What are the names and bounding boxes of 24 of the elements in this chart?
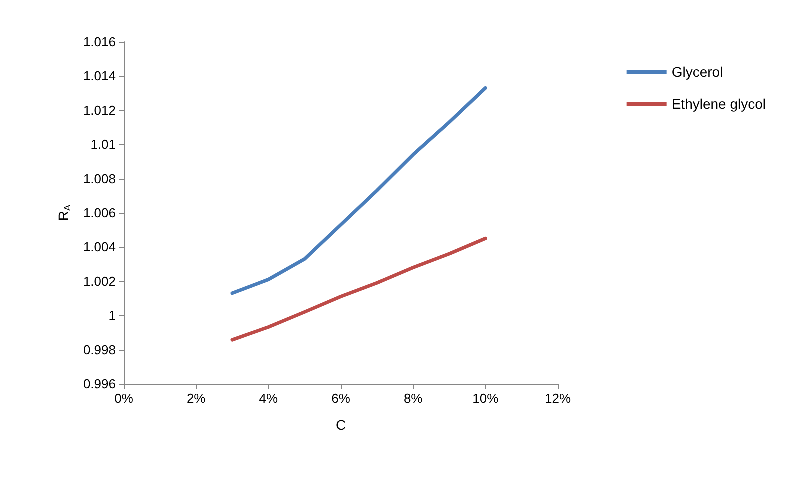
y-tick-label: 0.996 [83,376,116,392]
y-tick-label: 1.006 [83,206,116,220]
legend-label: Glycerol [672,64,724,80]
x-axis-title: C [336,417,346,433]
x-tick-label: 12% [544,391,572,406]
legend-label: Ethylene glycol [672,96,766,112]
x-tick-label: 8% [404,391,424,406]
x-tick-label: 4% [259,391,278,406]
y-tick-label: 1.016 [83,34,116,50]
line-series [230,236,488,342]
x-tick-label: 10% [472,391,500,406]
y-tick-label: 1.004 [83,240,116,255]
x-tick-label: 2% [186,391,206,406]
y-tick-label: 1.01 [90,137,116,152]
x-tick-label: 0% [114,391,134,406]
y-axis-title: RA [56,204,72,222]
y-tick-label: 1 [108,308,116,324]
y-tick-label: 1.012 [83,102,116,118]
y-tick-label: 1.014 [83,68,116,84]
x-tick-label: 6% [332,391,351,406]
y-tick-label: 0.998 [83,342,116,358]
line-series [230,86,488,296]
y-tick-label: 1.008 [83,171,116,186]
y-tick-label: 1.002 [83,274,116,289]
